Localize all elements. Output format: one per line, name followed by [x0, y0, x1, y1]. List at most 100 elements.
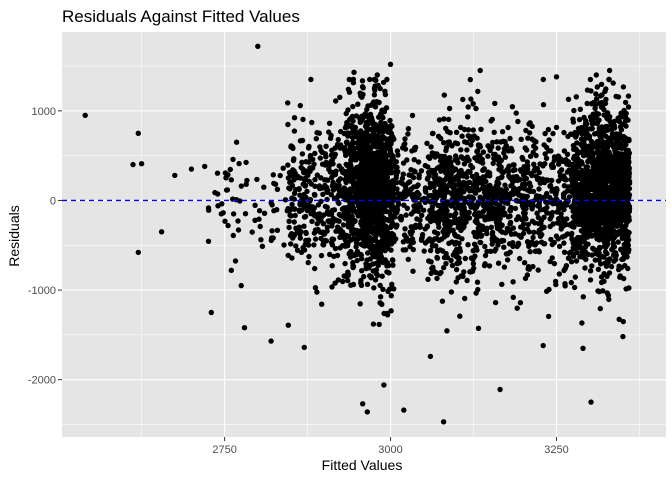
data-point [519, 154, 525, 161]
data-point [453, 266, 460, 273]
data-point [408, 211, 415, 217]
data-point [443, 219, 449, 226]
data-point [289, 182, 296, 189]
data-point [600, 180, 607, 186]
data-point [255, 43, 261, 49]
data-point [502, 191, 509, 197]
data-point [509, 241, 516, 248]
data-point [485, 194, 491, 201]
data-point [314, 130, 320, 136]
data-point [561, 206, 567, 213]
data-point [596, 257, 602, 263]
data-point [474, 279, 481, 285]
data-point [453, 279, 459, 285]
data-point [336, 218, 342, 224]
data-point [305, 259, 311, 266]
data-point [415, 182, 421, 188]
data-point [324, 224, 331, 230]
data-point [460, 179, 467, 186]
data-point [434, 255, 441, 261]
data-point [518, 234, 524, 240]
data-point [335, 136, 341, 143]
data-point [319, 301, 325, 307]
data-point [528, 202, 534, 208]
data-point [546, 286, 552, 293]
data-point [332, 280, 338, 286]
data-point [566, 194, 573, 200]
data-point [407, 229, 413, 235]
data-point [580, 345, 586, 351]
data-point [441, 230, 447, 236]
data-point [338, 212, 344, 219]
data-point [465, 127, 472, 133]
data-point [327, 251, 333, 258]
data-point [621, 133, 627, 140]
data-point [303, 159, 309, 165]
data-point [135, 130, 141, 136]
data-point [524, 163, 530, 170]
data-point [473, 244, 479, 250]
data-point [502, 182, 508, 188]
data-point [594, 84, 600, 90]
data-point [475, 286, 481, 293]
data-point [547, 258, 553, 265]
data-point [515, 198, 521, 204]
data-point [591, 246, 597, 253]
data-point [596, 173, 602, 179]
data-point [550, 164, 556, 170]
data-point [394, 148, 401, 154]
data-point [573, 193, 579, 199]
data-point [501, 244, 507, 250]
data-point [359, 228, 365, 234]
data-point [367, 136, 374, 142]
data-point [346, 149, 353, 156]
data-point [498, 139, 504, 145]
data-point [322, 182, 328, 189]
data-point [394, 205, 400, 211]
data-point [625, 136, 631, 142]
data-point [403, 234, 409, 241]
data-point [357, 119, 363, 126]
data-point [605, 138, 611, 144]
data-point [305, 145, 312, 151]
data-point [589, 121, 596, 127]
data-point [462, 295, 468, 302]
data-point [499, 281, 505, 287]
data-point [360, 85, 366, 91]
data-point [580, 235, 586, 241]
data-point [373, 271, 380, 277]
data-point [309, 218, 315, 225]
data-point [337, 176, 344, 182]
data-point [427, 247, 434, 254]
data-point [435, 215, 442, 221]
data-point [572, 129, 578, 136]
data-point [328, 192, 334, 198]
data-point [543, 155, 550, 161]
data-point [541, 142, 547, 148]
data-point [341, 207, 347, 213]
data-point [379, 301, 385, 307]
data-point [588, 145, 595, 151]
data-point [352, 150, 358, 156]
data-point [467, 76, 473, 83]
data-point [317, 144, 323, 150]
data-point [504, 257, 511, 263]
data-point [598, 213, 604, 219]
data-point [546, 194, 553, 201]
data-point [358, 181, 365, 187]
data-point [359, 78, 366, 84]
data-point [581, 227, 587, 233]
data-point [536, 186, 542, 192]
data-point [468, 194, 475, 200]
data-point [318, 235, 324, 242]
data-point [563, 202, 570, 208]
data-point [484, 201, 491, 207]
data-point [492, 100, 498, 107]
data-point [243, 159, 249, 166]
data-point [593, 207, 600, 213]
data-point [425, 276, 431, 282]
data-point [601, 128, 607, 134]
data-point [371, 285, 377, 291]
data-point [371, 128, 377, 134]
data-point [344, 213, 350, 219]
